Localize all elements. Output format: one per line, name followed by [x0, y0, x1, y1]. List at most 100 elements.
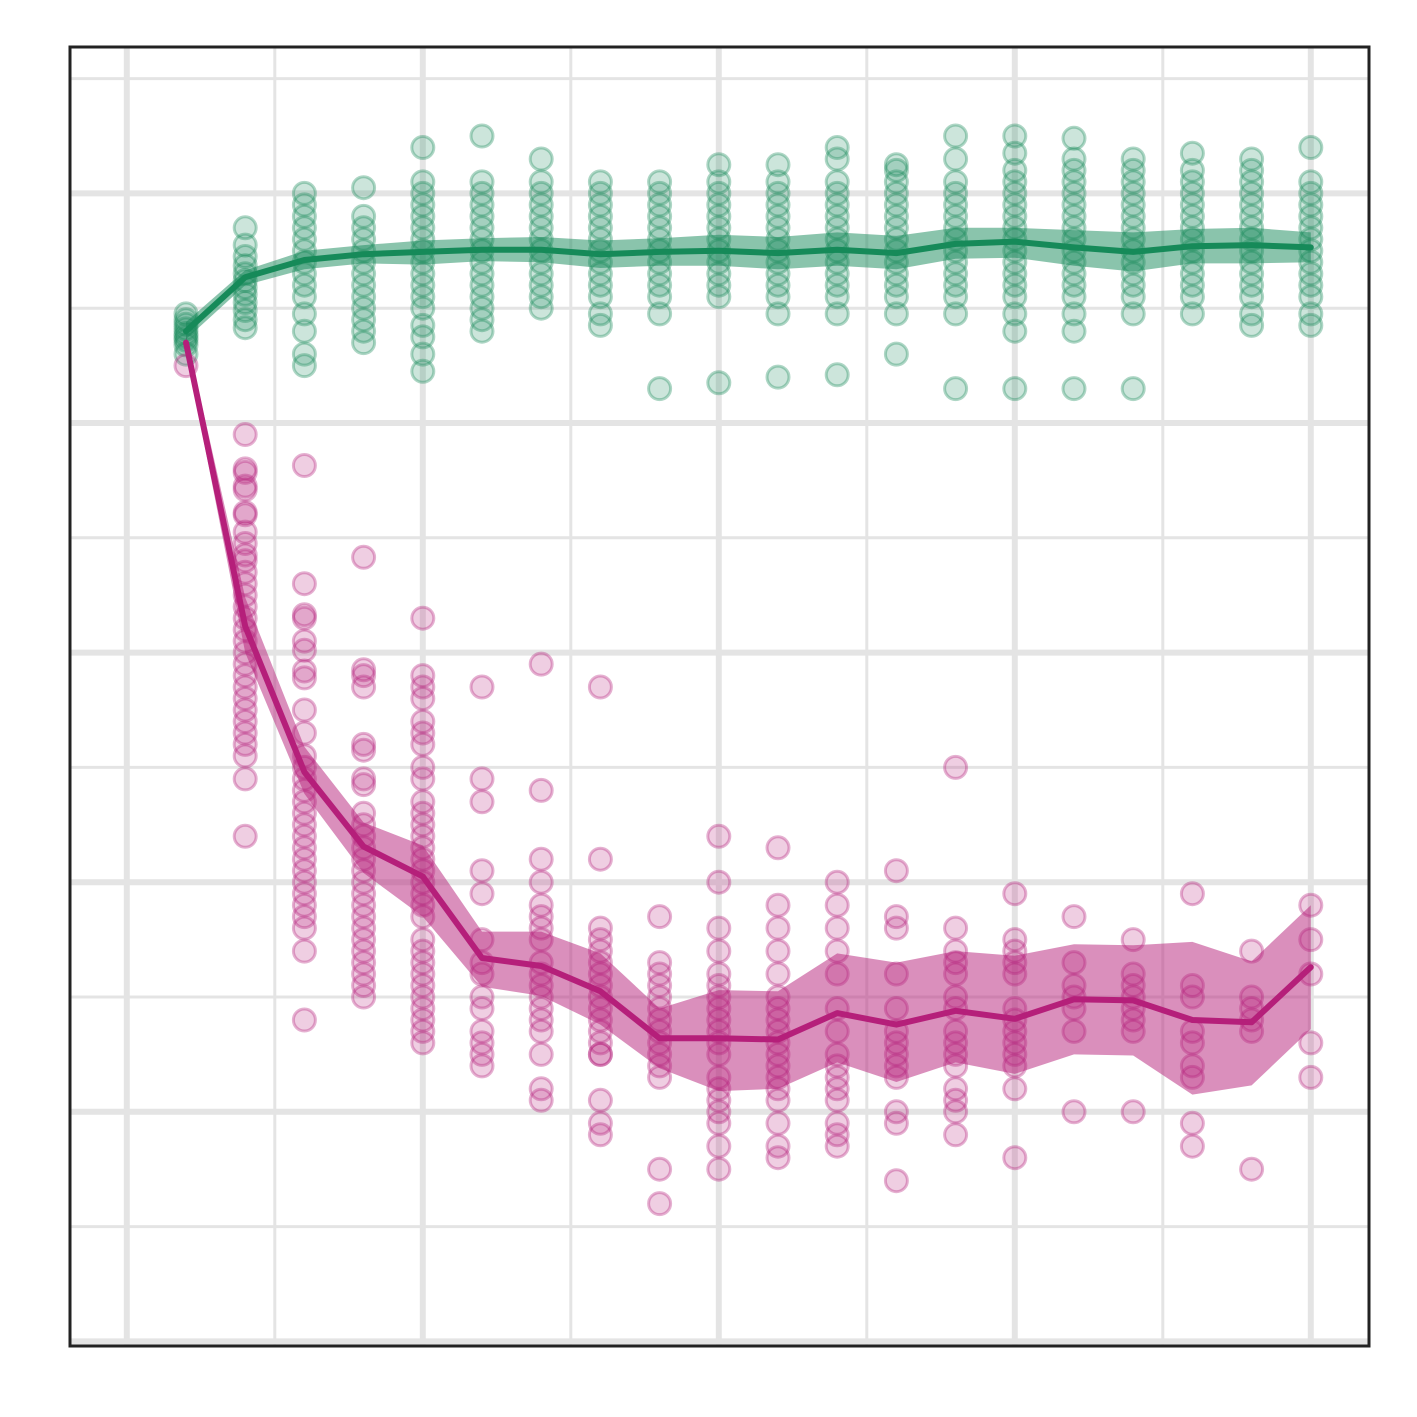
scatter-point: [706, 1110, 732, 1136]
scatter-point: [351, 869, 377, 895]
scatter-point: [765, 1133, 791, 1159]
scatter-point: [587, 203, 613, 229]
scatter-point: [883, 157, 909, 183]
scatter-point: [469, 858, 495, 884]
scatter-point: [1298, 1064, 1324, 1090]
scatter-point: [883, 1041, 909, 1067]
scatter-point: [587, 1018, 613, 1044]
scatter-point: [410, 789, 436, 815]
scatter-point: [291, 180, 317, 206]
scatter-point: [587, 1041, 613, 1067]
scatter-point: [706, 1007, 732, 1033]
scatter-point: [1061, 950, 1087, 976]
scatter-point: [1298, 927, 1324, 953]
scatter-point: [943, 1122, 969, 1148]
scatter-point: [1002, 1030, 1028, 1056]
scatter-point: [410, 1030, 436, 1056]
scatter-point: [1120, 215, 1146, 241]
scatter-point: [232, 686, 258, 711]
scatter-point: [943, 249, 969, 275]
scatter-point: [410, 927, 436, 953]
scatter-point: [469, 295, 495, 321]
scatter-point: [706, 973, 732, 998]
scatter-point: [1120, 169, 1146, 195]
scatter-point: [291, 789, 317, 815]
scatter-point: [1120, 927, 1146, 953]
scatter-point: [1239, 301, 1265, 327]
scatter-point: [647, 180, 673, 206]
scatter-point: [469, 1018, 495, 1044]
scatter-point: [765, 1145, 791, 1171]
scatter-point: [410, 720, 436, 746]
scatter-point: [587, 1122, 613, 1148]
scatter-point: [291, 301, 317, 327]
scatter-point: [410, 341, 436, 367]
scatter-point: [410, 973, 436, 998]
scatter-point: [291, 697, 317, 723]
scatter-point: [1061, 1018, 1087, 1044]
scatter-point: [351, 284, 377, 310]
scatter-point: [1298, 215, 1324, 241]
scatter-point: [706, 261, 732, 287]
scatter-point: [528, 272, 554, 298]
scatter-point: [1120, 180, 1146, 206]
scatter-point: [232, 315, 258, 341]
scatter-point: [410, 904, 436, 930]
scatter-point: [528, 892, 554, 918]
scatter-point: [765, 892, 791, 918]
scatter-point: [528, 261, 554, 287]
scatter-point: [528, 1041, 554, 1067]
scatter-point: [232, 743, 258, 769]
scatter-point: [824, 892, 850, 918]
scatter-point: [587, 950, 613, 976]
scatter-point: [1179, 261, 1205, 287]
scatter-point: [587, 1007, 613, 1033]
scatter-point: [469, 766, 495, 792]
scatter-point: [351, 261, 377, 287]
scatter-point: [1120, 301, 1146, 327]
scatter-point: [232, 531, 258, 556]
scatter-point: [410, 938, 436, 964]
scatter-point: [351, 272, 377, 298]
scatter-point: [410, 1018, 436, 1044]
scatter-point: [410, 823, 436, 849]
scatter-point: [528, 192, 554, 218]
scatter-point: [351, 307, 377, 333]
scatter-point: [1002, 961, 1028, 987]
scatter-point: [469, 272, 495, 298]
scatter-point: [943, 950, 969, 976]
scatter-point: [1002, 1145, 1028, 1171]
scatter-point: [410, 812, 436, 838]
scatter-point: [232, 215, 258, 241]
scatter-point: [1002, 938, 1028, 964]
scatter-point: [765, 203, 791, 229]
scatter-point: [706, 1099, 732, 1125]
scatter-point: [291, 800, 317, 826]
scatter-point: [706, 869, 732, 895]
scatter-point: [824, 1110, 850, 1136]
scatter-point: [706, 192, 732, 218]
scatter-point: [1239, 157, 1265, 183]
scatter-point: [824, 1076, 850, 1102]
scatter-point: [943, 180, 969, 206]
scatter-point: [469, 881, 495, 907]
scatter-point: [351, 858, 377, 884]
scatter-point: [1002, 301, 1028, 327]
scatter-point: [528, 1018, 554, 1044]
scatter-point: [647, 1041, 673, 1067]
plot-frame: [68, 45, 1371, 1348]
scatter-point: [1179, 881, 1205, 907]
scatter-point: [1239, 180, 1265, 206]
scatter-point: [410, 1007, 436, 1033]
scatter-point: [1239, 169, 1265, 195]
scatter-point: [1298, 169, 1324, 195]
scatter-point: [587, 215, 613, 241]
series-lines: [183, 238, 1314, 1043]
scatter-point: [943, 1053, 969, 1079]
scatter-point: [410, 663, 436, 689]
scatter-point: [528, 169, 554, 195]
scatter-point: [765, 301, 791, 327]
scatter-point: [1298, 892, 1324, 918]
scatter-point: [706, 984, 732, 1010]
